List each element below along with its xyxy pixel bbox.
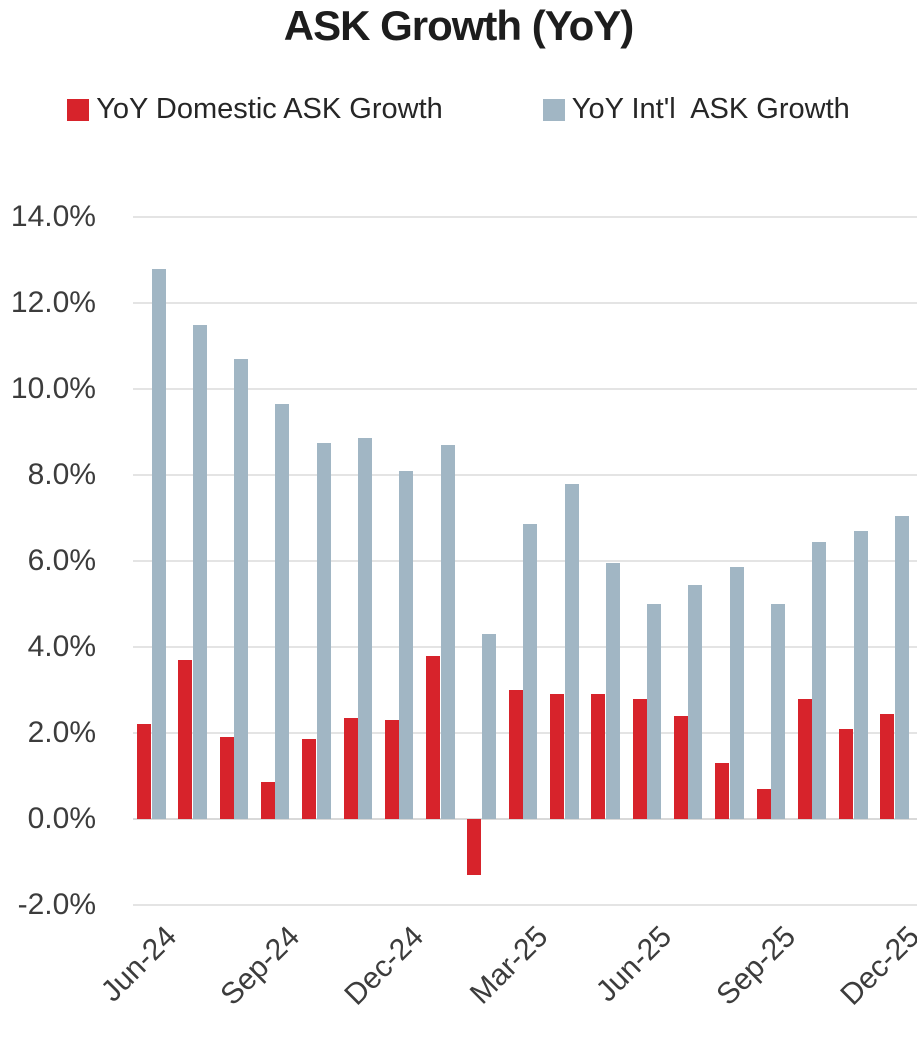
- bar-domestic-oct-25: [797, 698, 812, 819]
- legend-label-domestic: YoY Domestic ASK Growth: [96, 93, 443, 125]
- y-axis-label: 14.0%: [10, 200, 96, 233]
- bar-domestic-sep-25: [756, 788, 771, 819]
- plot-area: [133, 216, 917, 906]
- y-axis-label: 4.0%: [27, 630, 96, 663]
- bar-domestic-dec-25: [880, 713, 895, 819]
- bar-domestic-apr-25: [550, 694, 564, 819]
- x-axis-label: Dec-24: [338, 920, 431, 1012]
- y-axis-label: 0.0%: [27, 802, 96, 835]
- gridline: [133, 474, 917, 476]
- y-axis-label: 8.0%: [27, 458, 96, 491]
- bar-domestic-jun-24: [137, 724, 151, 819]
- gridline: [133, 216, 917, 218]
- bar-intl-oct-25: [812, 541, 827, 819]
- bar-intl-apr-25: [564, 483, 579, 819]
- bar-intl-aug-24: [234, 358, 249, 819]
- bar-domestic-aug-25: [715, 763, 730, 819]
- bar-domestic-jul-24: [178, 659, 193, 819]
- bar-domestic-jan-25: [426, 655, 441, 819]
- bar-intl-oct-24: [316, 442, 331, 819]
- x-axis-label: Dec-25: [834, 920, 917, 1012]
- bar-domestic-sep-24: [260, 782, 275, 819]
- bar-intl-jul-25: [688, 584, 703, 819]
- bar-domestic-may-25: [591, 694, 606, 819]
- legend-item-intl: YoY Int'l ASK Growth: [542, 93, 850, 126]
- bar-intl-may-25: [605, 563, 620, 819]
- x-axis-label: Jun-25: [589, 920, 679, 1009]
- gridline: [133, 904, 917, 906]
- bar-domestic-nov-25: [839, 728, 854, 819]
- bar-intl-dec-25: [894, 515, 909, 819]
- bar-domestic-jul-25: [673, 715, 688, 819]
- chart-title: ASK Growth (YoY): [283, 2, 635, 49]
- y-axis-label: 6.0%: [27, 544, 96, 577]
- gridline: [133, 388, 917, 390]
- gridline: [133, 818, 917, 820]
- legend-swatch-intl: [542, 98, 565, 121]
- x-axis-label: Mar-25: [463, 920, 555, 1011]
- bar-intl-mar-25: [523, 524, 538, 819]
- x-axis-label: Sep-25: [710, 920, 803, 1012]
- bar-intl-jan-25: [440, 444, 455, 819]
- bar-intl-jul-24: [192, 324, 207, 819]
- y-axis-label: -2.0%: [17, 888, 96, 921]
- bar-intl-sep-25: [771, 604, 785, 819]
- bar-domestic-nov-24: [343, 717, 358, 819]
- bar-domestic-oct-24: [302, 739, 317, 819]
- bar-domestic-dec-24: [384, 720, 399, 819]
- legend-label-intl: YoY Int'l ASK Growth: [571, 93, 850, 125]
- y-axis-label: 12.0%: [10, 286, 96, 319]
- bar-domestic-feb-25: [467, 819, 482, 875]
- legend-item-domestic: YoY Domestic ASK Growth: [67, 93, 443, 126]
- bar-domestic-aug-24: [219, 737, 234, 819]
- bar-intl-sep-24: [275, 404, 290, 819]
- y-axis-label: 10.0%: [10, 372, 96, 405]
- gridline: [133, 302, 917, 304]
- bar-intl-nov-25: [853, 530, 868, 819]
- bar-intl-jun-25: [647, 604, 662, 819]
- bar-intl-nov-24: [358, 438, 372, 819]
- bar-intl-aug-25: [729, 567, 744, 819]
- legend: YoY Domestic ASK Growth YoY Int'l ASK Gr…: [0, 93, 917, 126]
- x-axis-label: Sep-24: [214, 920, 307, 1012]
- x-axis-label: Jun-24: [94, 920, 183, 1009]
- bar-intl-dec-24: [399, 470, 414, 819]
- legend-swatch-domestic: [67, 98, 90, 121]
- bar-intl-jun-24: [151, 268, 166, 819]
- bar-domestic-jun-25: [632, 698, 647, 819]
- bar-intl-feb-25: [481, 634, 496, 819]
- y-axis-label: 2.0%: [27, 716, 96, 749]
- bar-domestic-mar-25: [508, 690, 523, 819]
